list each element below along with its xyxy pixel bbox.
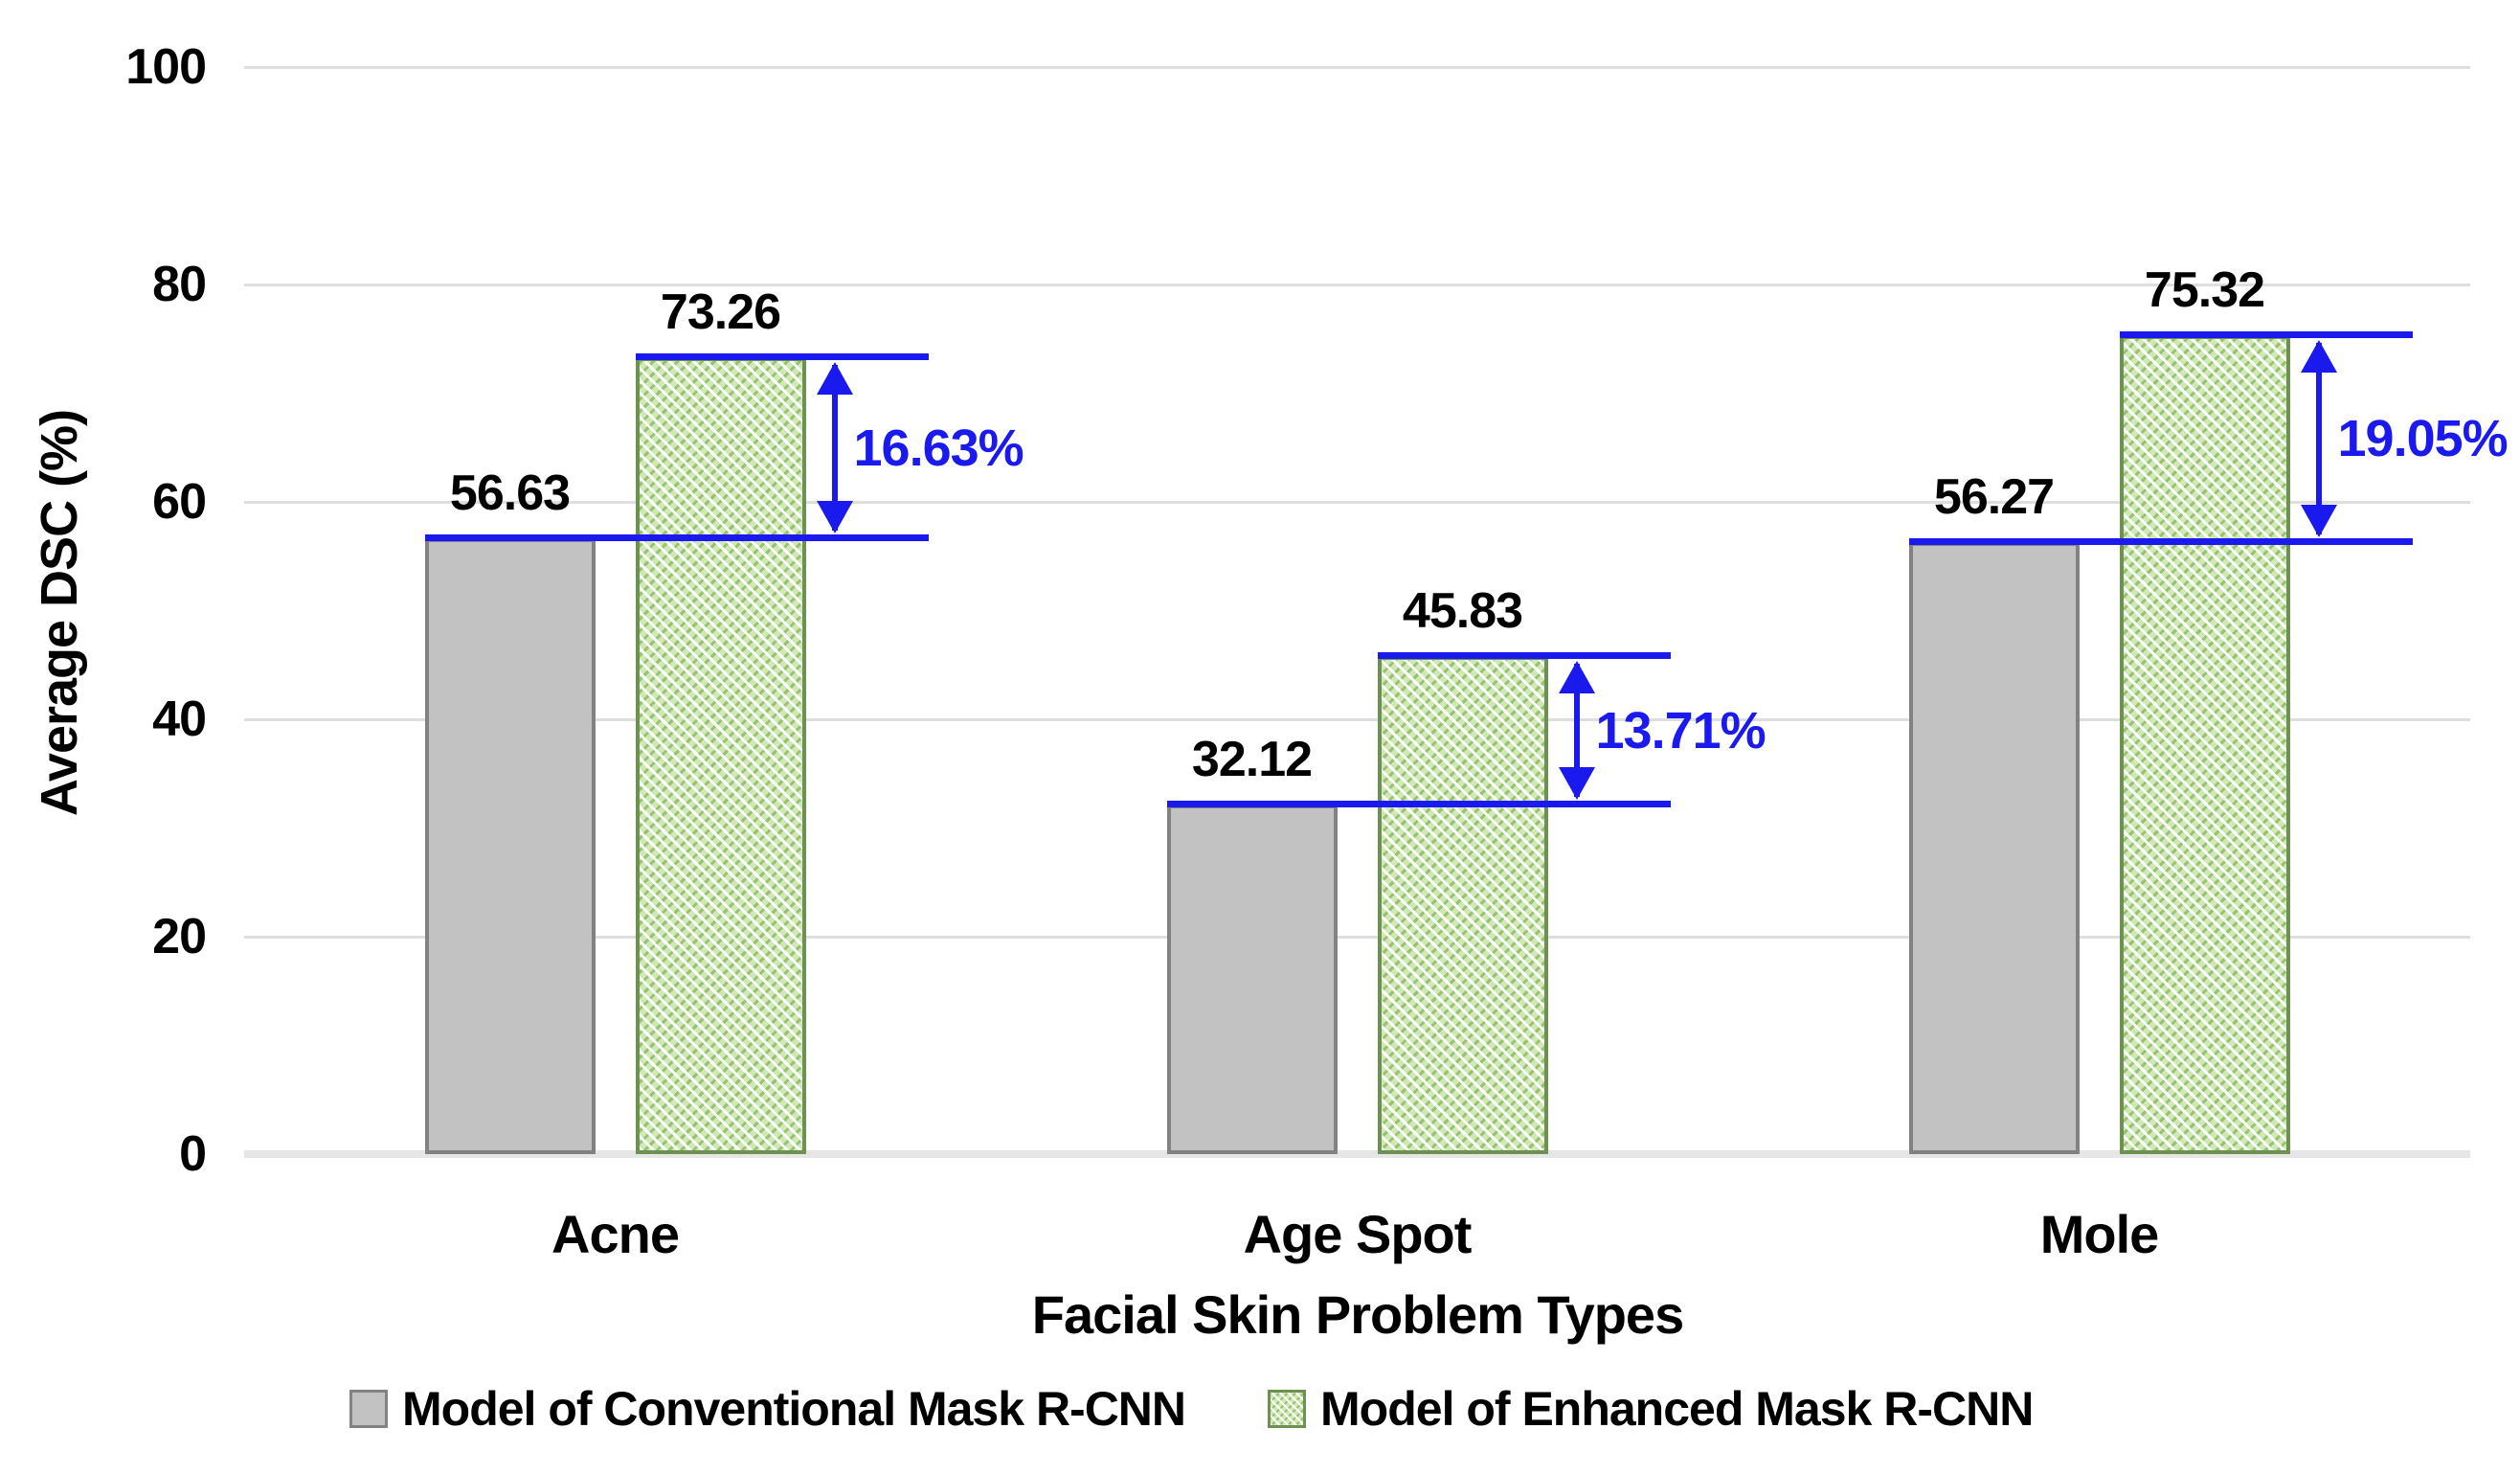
bar-enhanced-acne — [635, 357, 806, 1154]
difference-arrow-age-spot — [1573, 663, 1580, 798]
y-tick-label-100: 100 — [125, 39, 207, 95]
value-label-conventional-age-spot: 32.12 — [1191, 732, 1313, 788]
value-label-conventional-mole: 56.27 — [1933, 469, 2055, 526]
value-label-conventional-acne: 56.63 — [449, 465, 571, 522]
conventional-swatch-icon — [349, 1390, 388, 1428]
gridline-80 — [244, 283, 2470, 286]
gridline-40 — [244, 718, 2470, 721]
legend: Model of Conventional Mask R-CNN Model o… — [349, 1381, 2034, 1437]
value-label-enhanced-acne: 73.26 — [660, 284, 781, 341]
x-category-label-mole: Mole — [2039, 1204, 2160, 1264]
arrow-head-down-icon — [816, 501, 853, 534]
bar-conventional-age-spot — [1166, 805, 1338, 1154]
difference-label-mole: 19.05% — [2337, 410, 2509, 468]
y-tick-label-60: 60 — [152, 474, 207, 530]
enhanced-swatch-icon — [1268, 1390, 1307, 1428]
arrow-head-down-icon — [1558, 767, 1595, 801]
arrow-head-up-icon — [1558, 660, 1595, 693]
arrow-head-up-icon — [816, 362, 853, 396]
bar-enhanced-mole — [2119, 335, 2290, 1154]
ref-line-conventional-age-spot — [1166, 801, 1671, 808]
y-tick-label-40: 40 — [152, 692, 207, 747]
ref-line-enhanced-mole — [2119, 331, 2413, 339]
ref-line-enhanced-acne — [635, 353, 929, 361]
gridline-0 — [244, 1150, 2470, 1158]
ref-line-conventional-acne — [424, 534, 929, 542]
bar-conventional-acne — [424, 538, 596, 1154]
difference-label-acne: 16.63% — [853, 419, 1024, 477]
x-category-label-acne: Acne — [551, 1204, 680, 1264]
y-tick-label-20: 20 — [152, 909, 207, 964]
legend-label-conventional: Model of Conventional Mask R-CNN — [402, 1382, 1186, 1436]
y-axis-title: Average DSC (%) — [31, 409, 88, 817]
x-axis-title: Facial Skin Problem Types — [1031, 1284, 1684, 1345]
value-label-enhanced-age-spot: 45.83 — [1402, 582, 1523, 639]
gridline-100 — [244, 66, 2470, 69]
arrow-head-up-icon — [2300, 340, 2337, 374]
legend-item-conventional: Model of Conventional Mask R-CNN — [349, 1381, 1186, 1437]
legend-label-enhanced: Model of Enhanced Mask R-CNN — [1320, 1382, 2034, 1436]
value-label-enhanced-mole: 75.32 — [2144, 262, 2265, 319]
gridline-20 — [244, 936, 2470, 939]
arrow-head-down-icon — [2300, 505, 2337, 538]
ref-line-enhanced-age-spot — [1377, 651, 1671, 659]
difference-arrow-acne — [831, 365, 838, 532]
legend-item-enhanced: Model of Enhanced Mask R-CNN — [1268, 1381, 2034, 1437]
y-tick-label-80: 80 — [152, 257, 207, 312]
difference-label-age-spot: 13.71% — [1595, 701, 1766, 760]
bar-conventional-mole — [1908, 542, 2080, 1154]
x-category-label-age-spot: Age Spot — [1243, 1204, 1473, 1264]
bar-enhanced-age-spot — [1377, 655, 1548, 1154]
difference-arrow-mole — [2315, 343, 2322, 535]
y-tick-label-0: 0 — [179, 1126, 207, 1182]
gridline-60 — [244, 501, 2470, 504]
ref-line-conventional-mole — [1908, 538, 2413, 546]
